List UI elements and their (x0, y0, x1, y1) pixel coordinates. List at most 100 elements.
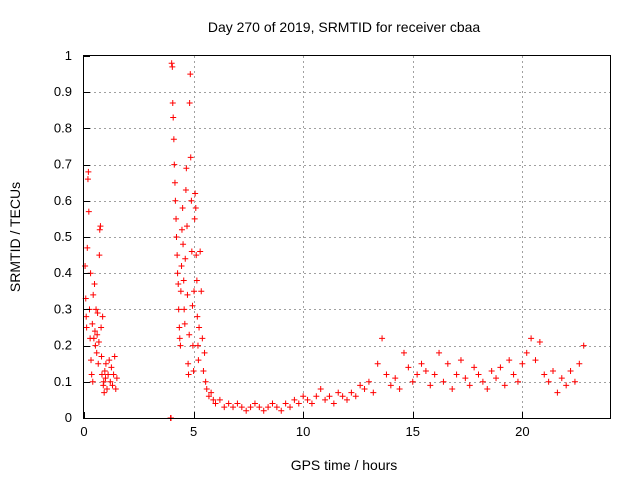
data-point-0-17 (91, 281, 98, 288)
x-tick-label-1: 5 (190, 424, 197, 439)
data-point-0-139 (330, 400, 337, 407)
data-point-0-185 (532, 357, 539, 364)
data-point-0-135 (313, 393, 320, 400)
data-point-0-164 (440, 378, 447, 385)
data-point-0-150 (379, 335, 386, 342)
data-point-0-175 (488, 367, 495, 374)
data-point-0-5 (84, 176, 91, 183)
data-point-0-146 (361, 386, 368, 393)
data-point-0-133 (304, 396, 311, 403)
data-point-0-140 (335, 389, 342, 396)
data-point-0-182 (519, 360, 526, 367)
data-point-0-109 (205, 393, 212, 400)
chart-title: Day 270 of 2019, SRMTID for receiver cba… (208, 19, 481, 35)
data-point-0-21 (93, 349, 100, 356)
data-point-0-102 (197, 248, 204, 255)
data-point-0-58 (172, 197, 179, 204)
data-point-0-180 (510, 371, 517, 378)
x-axis-ticks: 0 5 10 15 20 (80, 412, 530, 439)
data-point-0-78 (183, 165, 190, 172)
data-point-0-82 (185, 371, 192, 378)
data-point-0-156 (405, 364, 412, 371)
data-point-0-113 (216, 396, 223, 403)
data-point-0-186 (536, 338, 543, 345)
data-point-0-157 (409, 378, 416, 385)
data-point-0-165 (444, 360, 451, 367)
data-point-0-45 (110, 371, 117, 378)
data-point-0-124 (265, 404, 272, 411)
data-point-0-97 (193, 277, 200, 284)
data-point-0-19 (92, 342, 99, 349)
data-point-0-65 (176, 324, 183, 331)
data-point-0-196 (580, 342, 587, 349)
data-point-0-30 (98, 353, 105, 360)
data-point-0-40 (105, 371, 112, 378)
data-point-0-98 (194, 313, 201, 320)
data-point-0-26 (96, 252, 103, 259)
data-point-0-148 (370, 389, 377, 396)
data-point-0-16 (90, 335, 97, 342)
data-point-0-6 (85, 168, 92, 175)
data-point-0-71 (179, 205, 186, 212)
x-tick-label-3: 15 (406, 424, 420, 439)
data-point-0-193 (567, 367, 574, 374)
data-point-0-3 (83, 324, 90, 331)
data-point-0-84 (186, 100, 193, 107)
data-point-0-47 (112, 386, 119, 393)
data-point-0-131 (295, 400, 302, 407)
data-point-0-118 (238, 404, 245, 411)
data-point-0-111 (210, 396, 217, 403)
data-point-0-147 (365, 378, 372, 385)
data-point-0-93 (191, 215, 198, 222)
data-point-0-99 (194, 342, 201, 349)
data-point-0-29 (98, 324, 105, 331)
data-point-0-104 (199, 335, 206, 342)
data-point-0-13 (89, 320, 96, 327)
data-point-0-121 (251, 400, 258, 407)
data-point-0-189 (550, 367, 557, 374)
y-tick-label-1: 0.1 (54, 374, 72, 389)
data-point-0-119 (243, 407, 250, 414)
data-point-0-177 (497, 364, 504, 371)
data-point-0-86 (187, 154, 194, 161)
data-point-0-116 (230, 404, 237, 411)
data-point-0-114 (221, 404, 228, 411)
data-point-0-163 (436, 349, 443, 356)
y-axis-label: SRMTID / TECUs (7, 182, 23, 292)
data-point-0-79 (184, 223, 191, 230)
y-tick-label-4: 0.4 (54, 265, 72, 280)
data-point-0-155 (400, 349, 407, 356)
y-tick-label-6: 0.6 (54, 193, 72, 208)
data-point-0-32 (99, 313, 106, 320)
data-point-0-159 (418, 360, 425, 367)
y-tick-label-2: 0.2 (54, 338, 72, 353)
data-point-0-130 (291, 396, 298, 403)
data-point-0-56 (171, 161, 178, 168)
data-point-0-63 (175, 281, 182, 288)
x-tick-label-0: 0 (80, 424, 87, 439)
data-point-0-59 (173, 215, 180, 222)
data-point-0-112 (212, 400, 219, 407)
y-tick-label-9: 0.9 (54, 84, 72, 99)
data-point-0-11 (88, 357, 95, 364)
data-point-0-64 (175, 306, 182, 313)
data-point-0-179 (506, 357, 513, 364)
data-point-0-149 (374, 360, 381, 367)
data-point-0-38 (102, 360, 109, 367)
data-point-0-96 (193, 252, 200, 259)
data-point-0-176 (493, 375, 500, 382)
data-point-0-105 (200, 367, 207, 374)
data-point-0-170 (466, 382, 473, 389)
data-point-0-46 (111, 353, 118, 360)
x-tick-label-2: 10 (296, 424, 310, 439)
x-axis-label: GPS time / hours (291, 457, 398, 473)
data-point-0-127 (278, 407, 285, 414)
data-point-0-12 (88, 371, 95, 378)
data-point-0-7 (85, 208, 92, 215)
x-tick-label-4: 20 (515, 424, 529, 439)
data-point-0-42 (107, 378, 114, 385)
data-point-0-73 (180, 277, 187, 284)
data-point-0-81 (185, 360, 192, 367)
data-point-0-70 (178, 226, 185, 233)
